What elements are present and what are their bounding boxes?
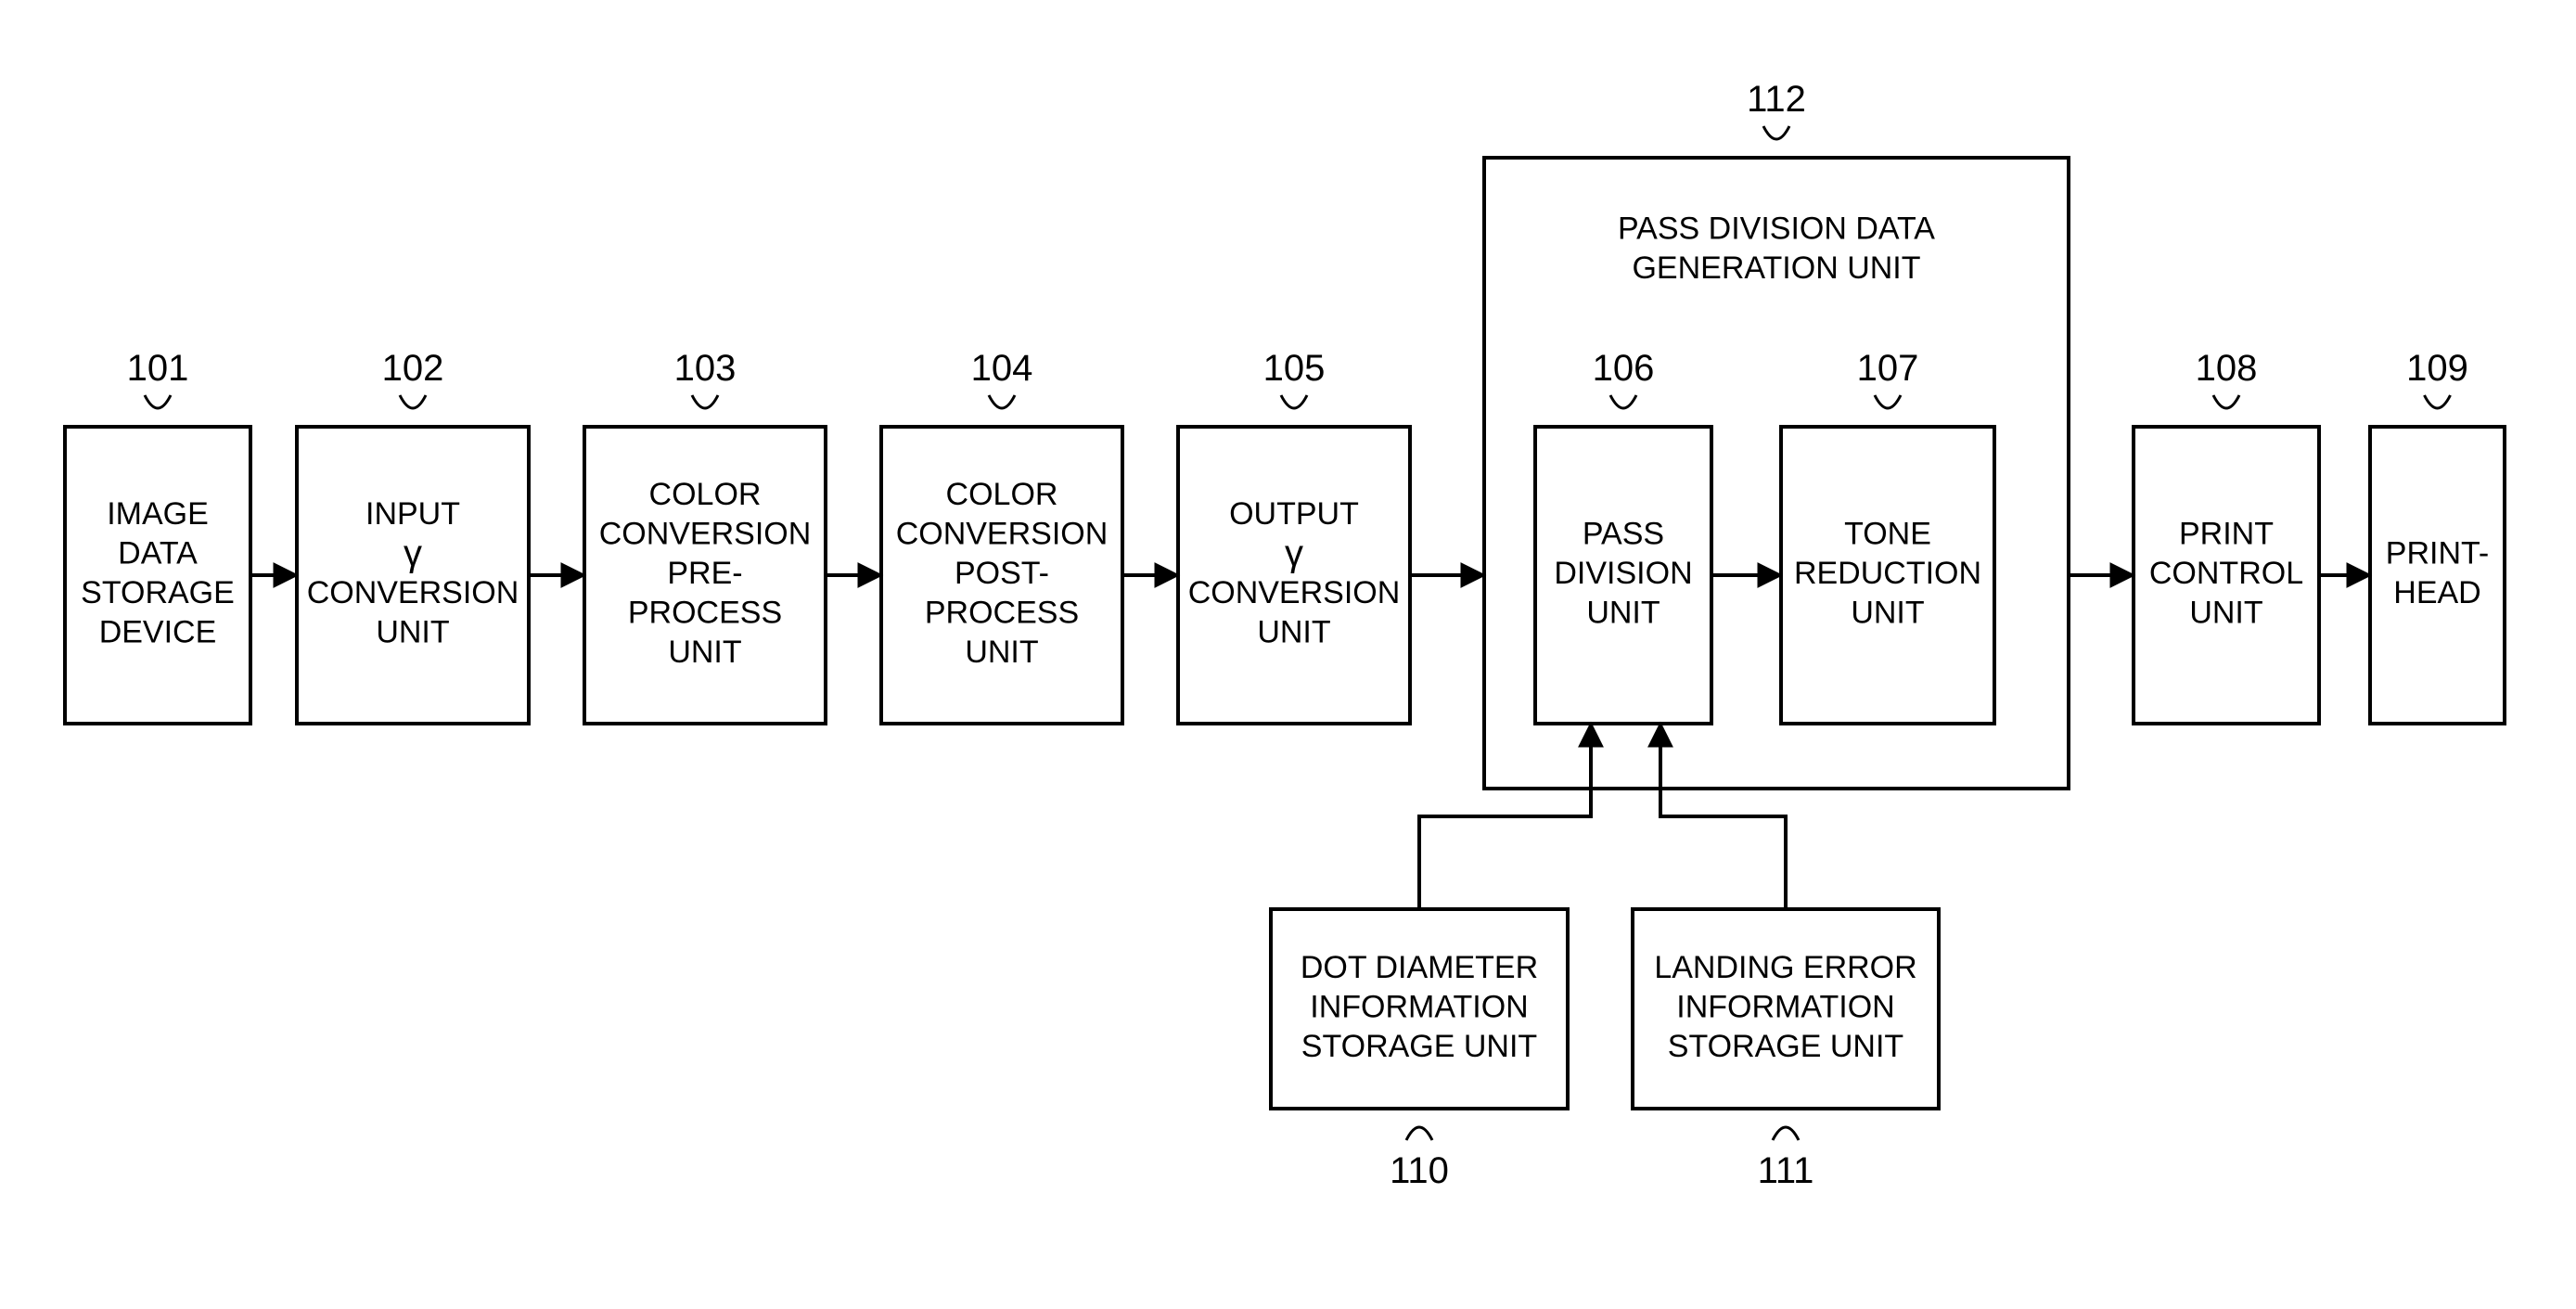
ref-leader [145, 395, 171, 408]
block-label-b108: CONTROL [2149, 556, 2303, 591]
block-label-b104: POST- [955, 556, 1049, 591]
container-title: GENERATION UNIT [1632, 250, 1920, 286]
block-label-b110: DOT DIAMETER [1301, 950, 1538, 985]
ref-number: 112 [1747, 79, 1806, 120]
block-label-b110: INFORMATION [1310, 989, 1528, 1024]
block-label-b104: PROCESS [925, 595, 1079, 630]
ref-number: 101 [127, 348, 189, 389]
block-label-b103: PROCESS [628, 595, 782, 630]
ref-leader [1281, 395, 1307, 408]
ref-number: 107 [1857, 348, 1919, 389]
ref-number: 108 [2196, 348, 2258, 389]
block-label-b107: UNIT [1851, 595, 1924, 630]
ref-leader [400, 395, 426, 408]
ref-leader [1773, 1127, 1799, 1140]
ref-number: 106 [1593, 348, 1655, 389]
block-label-b101: IMAGE [107, 496, 209, 532]
block-label-b102: CONVERSION [307, 575, 519, 610]
ref-number: 110 [1390, 1150, 1449, 1191]
block-label-b107: REDUCTION [1794, 556, 1981, 591]
ref-leader [692, 395, 718, 408]
ref-number: 105 [1263, 348, 1326, 389]
block-label-b104: COLOR [946, 477, 1058, 512]
block-label-b106: DIVISION [1554, 556, 1692, 591]
ref-number: 103 [674, 348, 737, 389]
block-label-b105: CONVERSION [1188, 575, 1401, 610]
ref-leader [2213, 395, 2239, 408]
ref-leader [1763, 126, 1789, 139]
block-label-b102: γ [404, 533, 422, 573]
block-label-b101: DEVICE [99, 615, 217, 650]
ref-leader [989, 395, 1015, 408]
ref-number: 102 [382, 348, 444, 389]
block-label-b105: γ [1285, 533, 1303, 573]
block-label-b103: COLOR [649, 477, 762, 512]
container-title: PASS DIVISION DATA [1618, 212, 1935, 247]
block-label-b111: LANDING ERROR [1654, 950, 1916, 985]
block-label-b106: UNIT [1586, 595, 1660, 630]
block-diagram: PASS DIVISION DATAGENERATION UNIT112IMAG… [0, 0, 2576, 1309]
block-label-b103: CONVERSION [599, 516, 812, 551]
block-label-b104: UNIT [965, 635, 1038, 670]
block-label-b108: PRINT [2179, 516, 2274, 551]
block-label-b103: UNIT [668, 635, 741, 670]
block-label-b107: TONE [1844, 516, 1931, 551]
block-label-b102: INPUT [365, 496, 460, 532]
ref-number: 104 [971, 348, 1033, 389]
block-label-b104: CONVERSION [896, 516, 1109, 551]
ref-leader [1406, 1127, 1432, 1140]
block-label-b110: STORAGE UNIT [1301, 1029, 1537, 1064]
block-label-b102: UNIT [376, 615, 449, 650]
block-label-b111: STORAGE UNIT [1668, 1029, 1903, 1064]
block-label-b101: DATA [118, 536, 198, 571]
block-label-b109: PRINT- [2386, 536, 2489, 571]
block-label-b111: INFORMATION [1676, 989, 1894, 1024]
block-label-b105: UNIT [1257, 615, 1330, 650]
ref-leader [2425, 395, 2451, 408]
block-label-b108: UNIT [2189, 595, 2262, 630]
block-label-b101: STORAGE [81, 575, 235, 610]
ref-number: 111 [1758, 1150, 1814, 1191]
block-label-b106: PASS [1583, 516, 1664, 551]
ref-number: 109 [2406, 348, 2468, 389]
block-label-b105: OUTPUT [1229, 496, 1359, 532]
block-label-b103: PRE- [667, 556, 742, 591]
block-label-b109: HEAD [2393, 575, 2480, 610]
